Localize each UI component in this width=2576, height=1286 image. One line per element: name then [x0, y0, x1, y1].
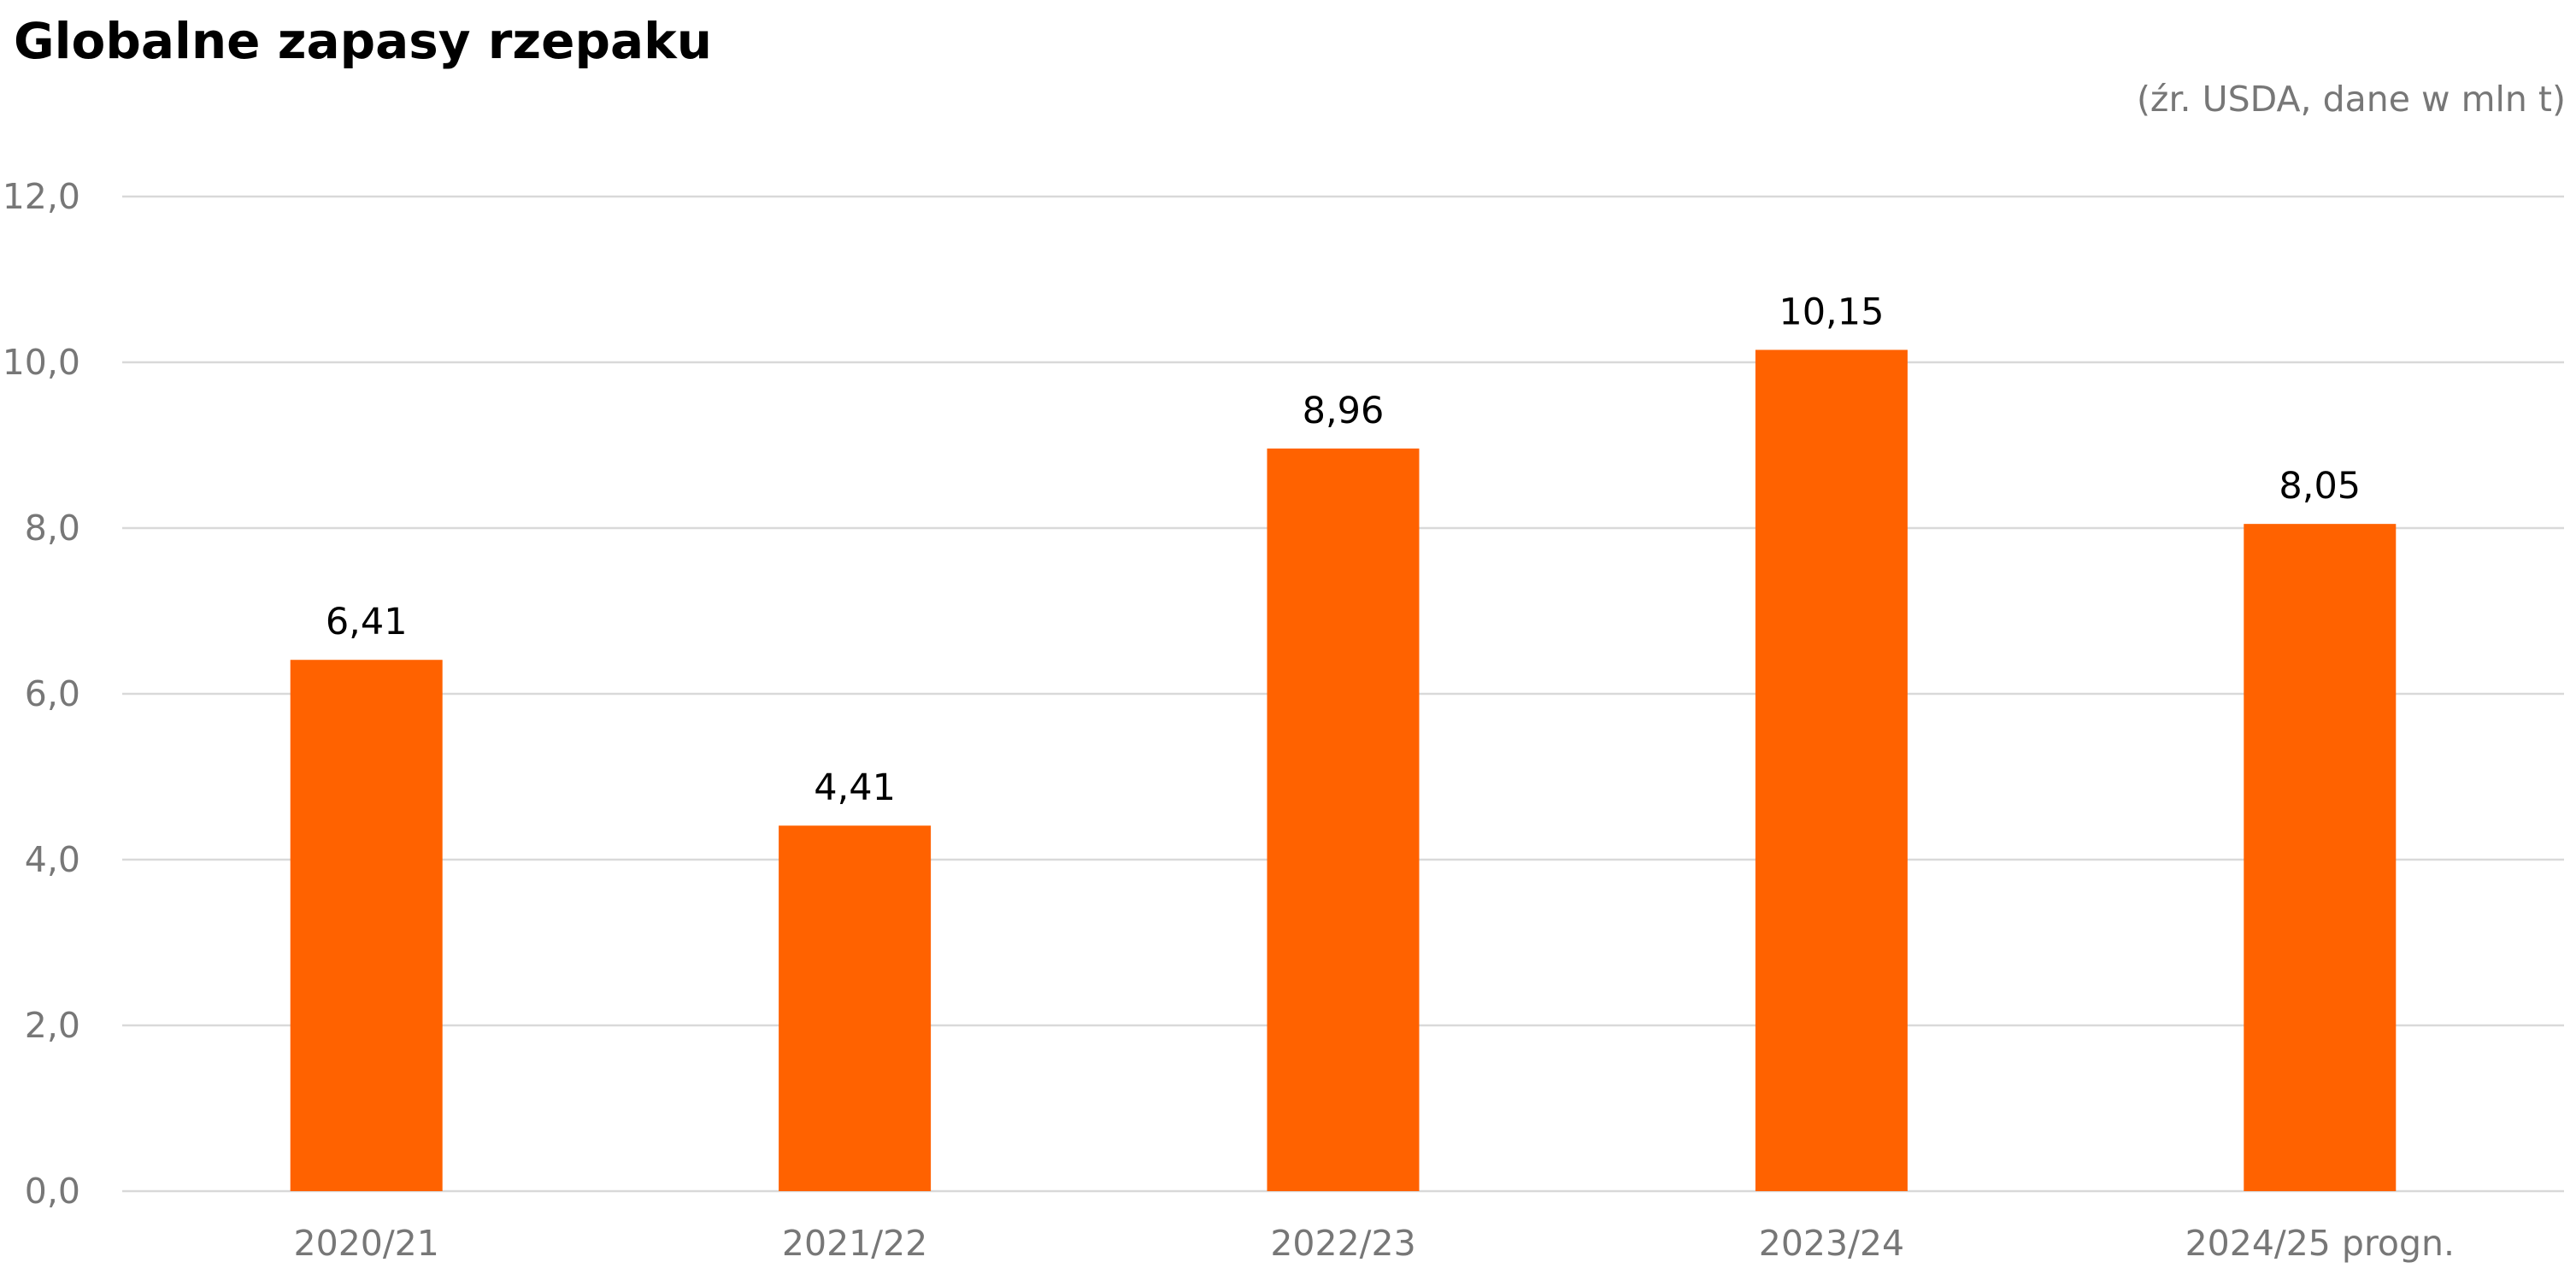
y-tick-label: 0,0	[25, 1171, 80, 1212]
chart-subtitle: (źr. USDA, dane w mln t)	[2136, 79, 2566, 120]
data-label: 8,05	[2279, 465, 2361, 508]
x-tick-label: 2023/24	[1759, 1223, 1904, 1264]
chart-title: Globalne zapasy rzepaku	[14, 12, 712, 70]
x-tick-label: 2020/21	[294, 1223, 439, 1264]
data-label: 10,15	[1779, 291, 1884, 333]
data-label: 8,96	[1303, 390, 1385, 432]
bar	[779, 825, 932, 1191]
x-tick-label: 2022/23	[1270, 1223, 1415, 1264]
y-tick-label: 8,0	[25, 508, 80, 549]
bar	[2244, 524, 2397, 1191]
bar	[1267, 448, 1420, 1191]
bar	[1755, 349, 1908, 1191]
y-tick-label: 4,0	[25, 839, 80, 880]
data-label: 4,41	[814, 766, 896, 809]
x-tick-label: 2024/25 progn.	[2185, 1223, 2455, 1264]
y-tick-label: 6,0	[25, 673, 80, 714]
y-tick-label: 2,0	[25, 1005, 80, 1046]
bar	[290, 660, 443, 1191]
y-tick-label: 10,0	[3, 342, 80, 383]
x-tick-label: 2021/22	[782, 1223, 927, 1264]
y-tick-label: 12,0	[3, 176, 80, 217]
data-label: 6,41	[326, 601, 408, 643]
